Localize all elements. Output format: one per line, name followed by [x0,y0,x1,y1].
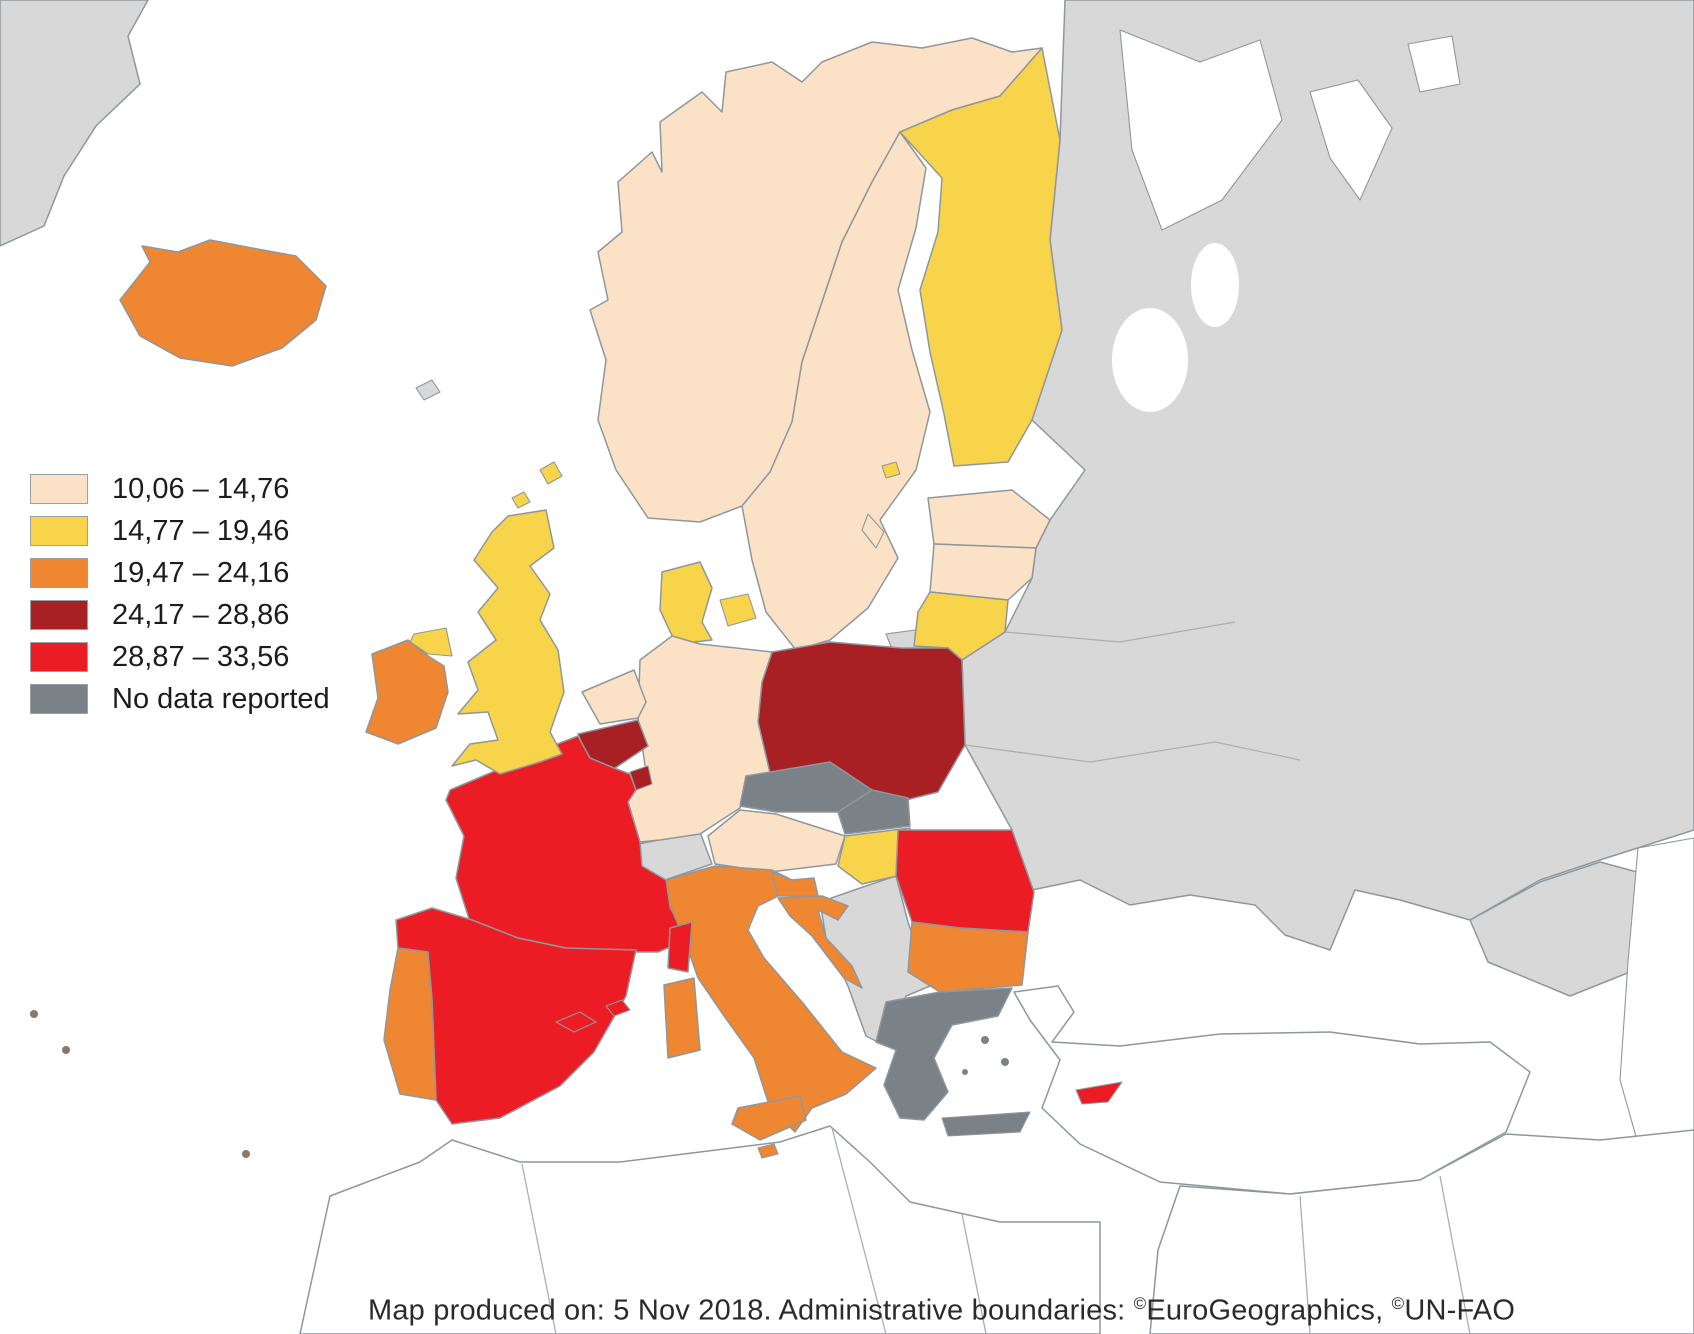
island-novaya-zemlya [1309,79,1393,201]
country-netherlands [581,669,647,725]
white-sea [1119,29,1283,231]
island-aegean-2 [1001,1058,1009,1066]
country-malta [757,1143,779,1159]
legend-swatch-class3 [30,558,88,588]
legend-row: No data reported [30,682,330,715]
landmass-middle-east [1149,1129,1694,1334]
footer-org-eurogeographics: EuroGeographics, [1146,1295,1392,1327]
landmass-turkey [1013,985,1531,1195]
island-gotland [861,513,885,549]
country-united-kingdom [451,509,565,775]
copyright-icon: © [1391,1294,1405,1314]
country-denmark [659,561,713,645]
country-portugal [383,947,437,1101]
island-corsica [667,921,693,973]
legend-row: 19,47 – 24,16 [30,556,330,589]
country-cyprus [1075,1081,1123,1105]
island-speck-1 [30,1010,38,1018]
map-footer: Map produced on: 5 Nov 2018. Administrat… [368,1294,1515,1328]
border-ukraine-north [964,741,1301,763]
legend-swatch-class5 [30,642,88,672]
legend-row: 28,87 – 33,56 [30,640,330,673]
country-austria [707,809,846,873]
island-shetland [539,461,563,485]
landmass-north-africa [299,1125,1101,1334]
island-aegean-1 [981,1036,989,1044]
legend-label-class3: 19,47 – 24,16 [112,556,290,589]
country-greece [875,987,1013,1121]
island-aegean-3 [962,1069,968,1075]
country-latvia [929,543,1037,601]
island-crete [941,1111,1031,1137]
legend-label-class5: 28,87 – 33,56 [112,640,290,673]
country-estonia [927,489,1051,549]
country-finland [899,47,1063,467]
legend-swatch-class2 [30,516,88,546]
border-middle-east-1 [1299,1195,1311,1334]
copyright-icon: © [1133,1294,1147,1314]
legend-swatch-class1 [30,474,88,504]
country-slovakia [837,789,911,835]
country-iceland [119,239,327,367]
border-middle-east-2 [1439,1175,1471,1334]
island-arctic-small [1407,35,1461,93]
island-speck-3 [242,1150,250,1158]
island-zealand [719,593,757,627]
footer-org-unfao: UN-FAO [1404,1295,1516,1327]
legend-label-class2: 14,77 – 19,46 [112,514,290,547]
island-sardinia [663,977,701,1059]
lake-ladoga [1112,308,1188,412]
landmass-greenland [0,0,149,247]
footer-text: Map produced on: 5 Nov 2018. Administrat… [368,1295,1134,1327]
region-northern-ireland [409,627,453,657]
legend-label-nodata: No data reported [112,682,330,715]
island-orkney [511,491,531,509]
country-bulgaria [907,921,1029,993]
lake-onega [1191,243,1239,327]
island-speck-2 [62,1046,70,1054]
country-slovenia [771,871,819,897]
legend-row: 14,77 – 19,46 [30,514,330,547]
island-faroe [415,379,441,401]
border-morocco-algeria [521,1163,557,1334]
legend-row: 10,06 – 14,76 [30,472,330,505]
border-belarus-north [1004,621,1236,643]
legend-swatch-class4 [30,600,88,630]
country-ireland [365,639,449,745]
legend-label-class1: 10,06 – 14,76 [112,472,290,505]
landmass-eastern-europe-russia [961,0,1694,951]
legend-label-class4: 24,17 – 28,86 [112,598,290,631]
country-croatia [777,895,863,989]
island-aland [881,461,901,479]
country-romania [895,829,1035,933]
legend: 10,06 – 14,76 14,77 – 19,46 19,47 – 24,1… [30,472,330,726]
border-algeria-tunisia [831,1127,887,1334]
legend-row: 24,17 – 28,86 [30,598,330,631]
island-menorca [605,999,631,1017]
island-mallorca [555,1011,597,1033]
legend-swatch-nodata [30,684,88,714]
island-sicily [731,1095,807,1141]
border-tunisia-libya [961,1213,987,1334]
